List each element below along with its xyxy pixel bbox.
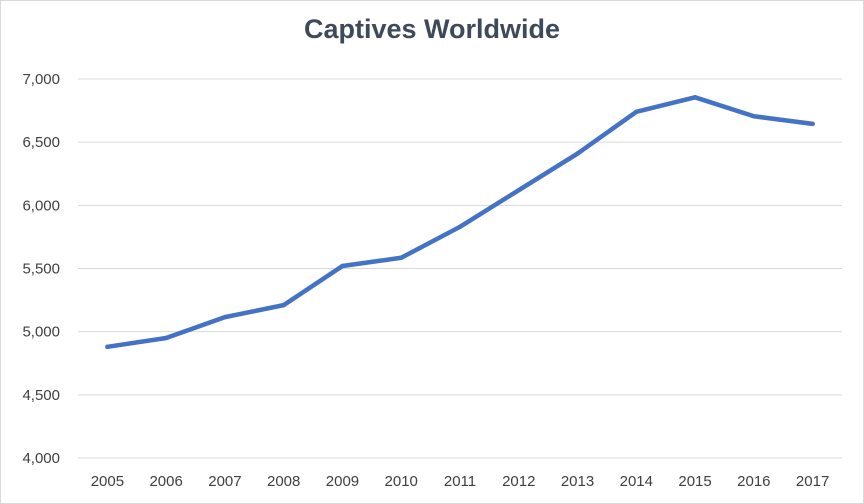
data-point [222,314,228,320]
y-axis-tick-labels: 4,000 4,500 5,000 5,500 6,000 6,500 7,000 [22,71,60,467]
x-tick-label: 2013 [561,473,594,490]
y-tick-label: 5,500 [22,261,60,278]
y-tick-label: 4,500 [22,387,60,404]
data-point [516,187,521,193]
x-tick-label: 2007 [208,473,241,490]
x-tick-label: 2011 [444,473,476,490]
data-point [751,114,757,119]
data-point [281,302,286,308]
data-point [399,255,404,260]
x-axis-tick-labels: 2005 2006 2007 2008 2009 2010 2011 2012 2013 2014… [91,473,830,490]
x-tick-label: 2009 [326,473,359,490]
data-point [340,263,345,269]
y-tick-label: 6,000 [22,197,60,214]
data-point [810,121,815,127]
series-layer [105,95,815,350]
chart-title: Captives Worldwide [303,14,561,44]
x-tick-label: 2012 [502,473,535,490]
data-point [163,335,169,341]
series-line [105,95,815,350]
x-tick-label: 2006 [149,473,182,490]
data-point [634,109,639,115]
x-tick-label: 2017 [796,473,829,490]
data-point [105,344,110,350]
y-tick-label: 5,000 [22,324,60,341]
gridlines [78,78,842,459]
data-point [575,151,580,156]
x-tick-label: 2005 [91,473,124,490]
x-tick-label: 2016 [737,473,770,490]
x-tick-label: 2014 [620,473,653,490]
y-tick-label: 6,500 [22,134,60,151]
y-tick-label: 7,000 [22,71,60,88]
data-point [692,95,698,100]
x-tick-label: 2008 [267,473,300,490]
x-tick-label: 2010 [385,473,418,490]
x-tick-label: 2015 [678,473,711,490]
y-tick-label: 4,000 [22,450,60,467]
data-point [457,224,463,230]
